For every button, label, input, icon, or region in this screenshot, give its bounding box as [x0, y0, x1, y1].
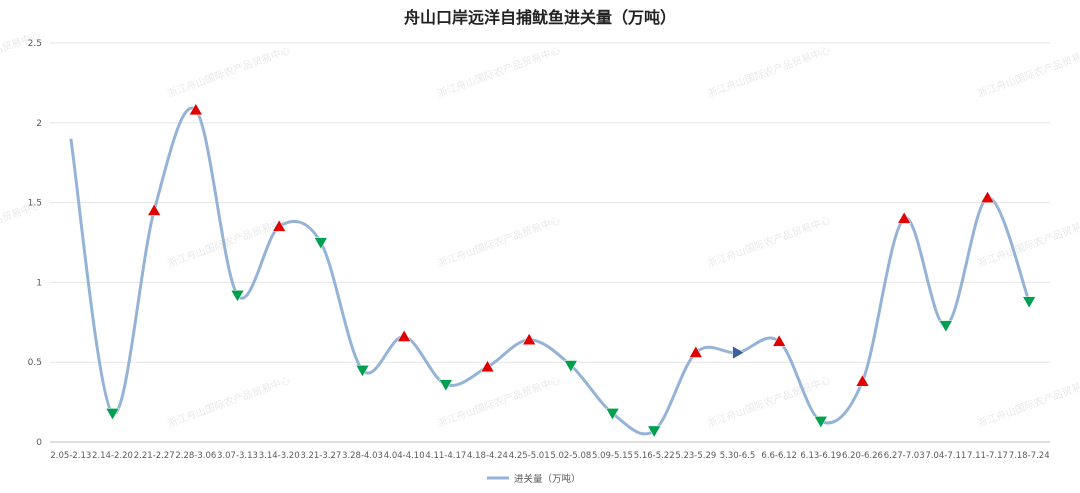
data-point-down [355, 365, 370, 378]
y-tick-label: 2.5 [28, 39, 42, 49]
x-tick-label: 6.20-6.26 [842, 451, 883, 461]
y-tick-label: 0 [36, 438, 42, 448]
chart-title: 舟山口岸远洋自捕鱿鱼进关量（万吨） [403, 8, 676, 27]
watermark-text: 浙江舟山国际农产品贸易中心 [0, 28, 42, 85]
watermark-layer: 浙江舟山国际农产品贸易中心 浙江舟山国际农产品贸易中心 浙江舟山国际农产品贸易中心浙… [0, 28, 1080, 430]
x-tick-label: 3.28-4.03 [342, 451, 383, 461]
legend-label: 进关量（万吨） [514, 473, 581, 485]
y-tick-label: 0.5 [28, 358, 42, 368]
y-tick-label: 2 [36, 119, 42, 129]
x-tick-label: 5.30-6.5 [720, 451, 756, 461]
y-tick-label: 1 [36, 278, 42, 288]
data-point-up [688, 345, 703, 358]
data-point-down [563, 360, 578, 373]
watermark-text: 浙江舟山国际农产品贸易中心 [435, 43, 562, 100]
x-tick-label: 5.09-5.15 [592, 451, 633, 461]
watermark-text: 浙江舟山国际农产品贸易中心 [705, 213, 832, 270]
data-point-up [188, 103, 203, 116]
x-tick-label: 4.25-5.01 [509, 451, 550, 461]
watermark-text: 浙江舟山国际农产品贸易中心 [705, 373, 832, 430]
data-point-up [480, 359, 495, 373]
x-tick-label: 4.11-4.17 [425, 451, 466, 461]
legend: 进关量（万吨） [487, 473, 581, 485]
x-tick-label: 3.14-3.20 [259, 451, 300, 461]
data-point-up [897, 211, 912, 224]
y-tick-label: 1.5 [28, 199, 42, 209]
watermark-text: 浙江舟山国际农产品贸易中心 [435, 213, 562, 270]
x-tick-label: 5.23-5.29 [675, 451, 716, 461]
data-point-down [938, 320, 953, 333]
x-tick-label: 7.18-7.24 [1009, 451, 1050, 461]
data-point-up [147, 203, 162, 216]
x-tick-label: 6.13-6.19 [800, 451, 841, 461]
data-point-up [397, 329, 412, 342]
x-tick-label: 5.16-5.22 [634, 451, 675, 461]
x-tick-label: 2.21-2.27 [134, 451, 175, 461]
watermark-text: 浙江舟山国际农产品贸易中心 [975, 43, 1080, 100]
data-point-down [230, 290, 245, 303]
data-point-up [522, 332, 537, 345]
data-point-up [980, 190, 995, 203]
data-point-down [813, 416, 828, 429]
x-tick-label: 6.27-7.03 [884, 451, 925, 461]
data-point-down [105, 408, 120, 421]
x-tick-label: 2.05-2.13 [50, 451, 91, 461]
x-tick-label: 3.21-3.27 [300, 451, 341, 461]
watermark-text: 浙江舟山国际农产品贸易中心 [975, 213, 1080, 270]
data-point-down [438, 379, 453, 392]
x-tick-label: 2.14-2.20 [92, 451, 133, 461]
x-tick-label: 5.02-5.08 [550, 451, 591, 461]
data-point-up [772, 334, 787, 347]
data-point-down [313, 237, 328, 250]
x-tick-label: 6.6-6.12 [761, 451, 797, 461]
x-tick-label: 4.18-4.24 [467, 451, 508, 461]
x-tick-label: 7.04-7.11 [925, 451, 966, 461]
x-tick-label: 7.11-7.17 [967, 451, 1008, 461]
watermark-text: 浙江舟山国际农产品贸易中心 [705, 43, 832, 100]
data-point-up [855, 374, 870, 387]
watermark-text: 浙江舟山国际农产品贸易中心 [165, 373, 292, 430]
watermark-text: 浙江舟山国际农产品贸易中心 [975, 373, 1080, 430]
x-tick-label: 3.07-3.13 [217, 451, 258, 461]
watermark-text: 浙江舟山国际农产品贸易中心 [165, 43, 292, 100]
watermark-text: 浙江舟山国际农产品贸易中心 [435, 373, 562, 430]
data-point-up [272, 219, 287, 232]
x-tick-label: 4.04-4.10 [384, 451, 425, 461]
data-point-down [1022, 296, 1037, 309]
data-point-down [647, 425, 662, 438]
x-tick-label: 2.28-3.06 [175, 451, 216, 461]
data-point-right [732, 345, 745, 360]
data-point-down [605, 408, 620, 421]
